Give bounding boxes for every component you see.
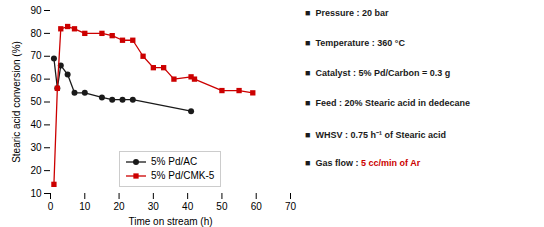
svg-text:30: 30 bbox=[30, 142, 42, 153]
svg-text:60: 60 bbox=[30, 73, 42, 84]
svg-text:80: 80 bbox=[30, 28, 42, 39]
svg-text:0: 0 bbox=[48, 201, 54, 212]
svg-text:50: 50 bbox=[216, 201, 228, 212]
svg-text:Stearic acid conversion (%): Stearic acid conversion (%) bbox=[11, 41, 22, 163]
svg-text:20: 20 bbox=[114, 201, 126, 212]
html-text:5% Pd/AC: 5% Pd/AC bbox=[151, 156, 198, 167]
html-text:5% Pd/CMK-5: 5% Pd/CMK-5 bbox=[151, 170, 215, 181]
html-text:■ Feed : 20% Stearic acid in d: ■ Feed : 20% Stearic acid in dedecane bbox=[305, 98, 470, 108]
html-text:■ Catalyst : 5% Pd/Carbon = 0.: ■ Catalyst : 5% Pd/Carbon = 0.3 g bbox=[305, 68, 451, 78]
svg-text:90: 90 bbox=[30, 5, 42, 16]
svg-text:50: 50 bbox=[30, 96, 42, 107]
svg-text:70: 70 bbox=[285, 201, 297, 212]
svg-text:70: 70 bbox=[30, 50, 42, 61]
svg-text:10: 10 bbox=[30, 188, 42, 199]
svg-text:30: 30 bbox=[148, 201, 160, 212]
svg-text:40: 40 bbox=[182, 201, 194, 212]
svg-text:10: 10 bbox=[79, 201, 91, 212]
svg-text:40: 40 bbox=[30, 119, 42, 130]
html-text:■ WHSV : 0.75 h⁻¹ of Stearic a: ■ WHSV : 0.75 h⁻¹ of Stearic acid bbox=[305, 130, 446, 140]
html-text:■ Gas flow : 5 cc/min of Ar: ■ Gas flow : 5 cc/min of Ar bbox=[305, 158, 421, 168]
html-text:■ Temperature : 360 °C: ■ Temperature : 360 °C bbox=[305, 38, 405, 48]
svg-text:20: 20 bbox=[30, 165, 42, 176]
svg-text:Time on stream (h): Time on stream (h) bbox=[128, 216, 212, 227]
html-text:■ Pressure : 20 bar: ■ Pressure : 20 bar bbox=[305, 8, 389, 18]
svg-text:60: 60 bbox=[251, 201, 263, 212]
